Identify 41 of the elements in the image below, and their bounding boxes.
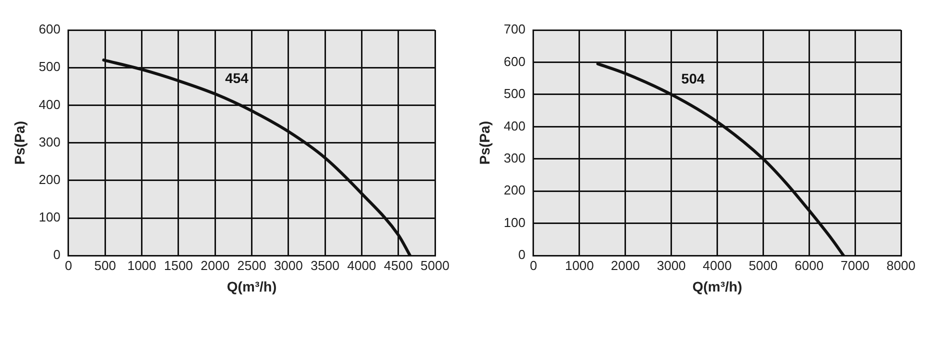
x-tick-label: 2000 — [200, 258, 230, 273]
x-tick-label: 0 — [64, 258, 72, 273]
y-tick-label: 500 — [504, 86, 526, 102]
y-tick-label: 0 — [518, 247, 526, 262]
x-tick-label: 6000 — [794, 258, 824, 273]
series-label: 454 — [225, 70, 249, 86]
y-tick-label: 300 — [504, 150, 526, 166]
x-tick-label: 3000 — [274, 258, 303, 273]
y-tick-label: 400 — [504, 118, 526, 134]
x-tick-label: 4000 — [702, 258, 732, 273]
y-tick-label: 400 — [38, 96, 60, 112]
x-tick-label: 2000 — [610, 258, 640, 273]
y-tick-label: 100 — [38, 210, 60, 225]
x-tick-label: 1500 — [164, 258, 193, 273]
x-tick-label: 500 — [94, 258, 116, 273]
y-tick-label: 200 — [504, 182, 526, 198]
x-axis-title: Q(m³/h) — [226, 278, 277, 294]
x-tick-label: 1000 — [127, 258, 156, 273]
x-tick-label: 5000 — [748, 258, 778, 273]
x-tick-label: 4000 — [347, 258, 376, 273]
y-tick-label: 600 — [38, 22, 60, 37]
x-tick-label: 3500 — [310, 258, 340, 273]
x-tick-label: 8000 — [886, 258, 916, 273]
x-tick-label: 3000 — [656, 258, 686, 273]
y-tick-label: 100 — [504, 214, 526, 230]
y-axis-title: Ps(Pa) — [11, 121, 28, 165]
x-tick-label: 7000 — [840, 258, 870, 273]
y-tick-label: 0 — [53, 247, 60, 262]
y-axis-title: Ps(Pa) — [476, 121, 492, 165]
x-axis-title: Q(m³/h) — [692, 278, 742, 294]
x-tick-label: 0 — [530, 258, 538, 273]
series-label: 504 — [681, 70, 705, 86]
y-tick-label: 700 — [504, 22, 526, 37]
y-tick-label: 300 — [38, 134, 60, 150]
y-tick-label: 600 — [504, 54, 526, 69]
y-tick-label: 500 — [38, 59, 60, 74]
x-tick-label: 1000 — [564, 258, 594, 273]
x-tick-label: 5000 — [420, 258, 450, 273]
x-tick-label: 2500 — [237, 258, 266, 273]
x-tick-label: 4500 — [384, 258, 413, 273]
y-tick-label: 200 — [38, 172, 60, 187]
